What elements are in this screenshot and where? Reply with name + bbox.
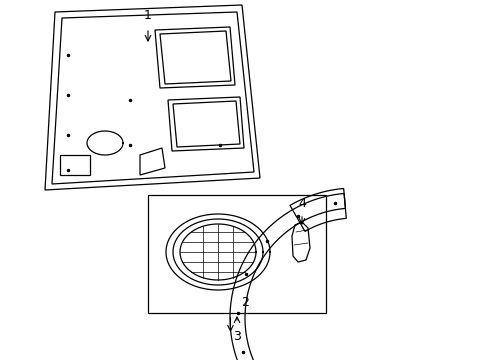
Text: 1: 1 (144, 9, 152, 22)
Text: 3: 3 (233, 330, 241, 343)
Text: 4: 4 (298, 197, 305, 210)
Bar (148, 195, 325, 313)
Text: 2: 2 (241, 296, 249, 309)
